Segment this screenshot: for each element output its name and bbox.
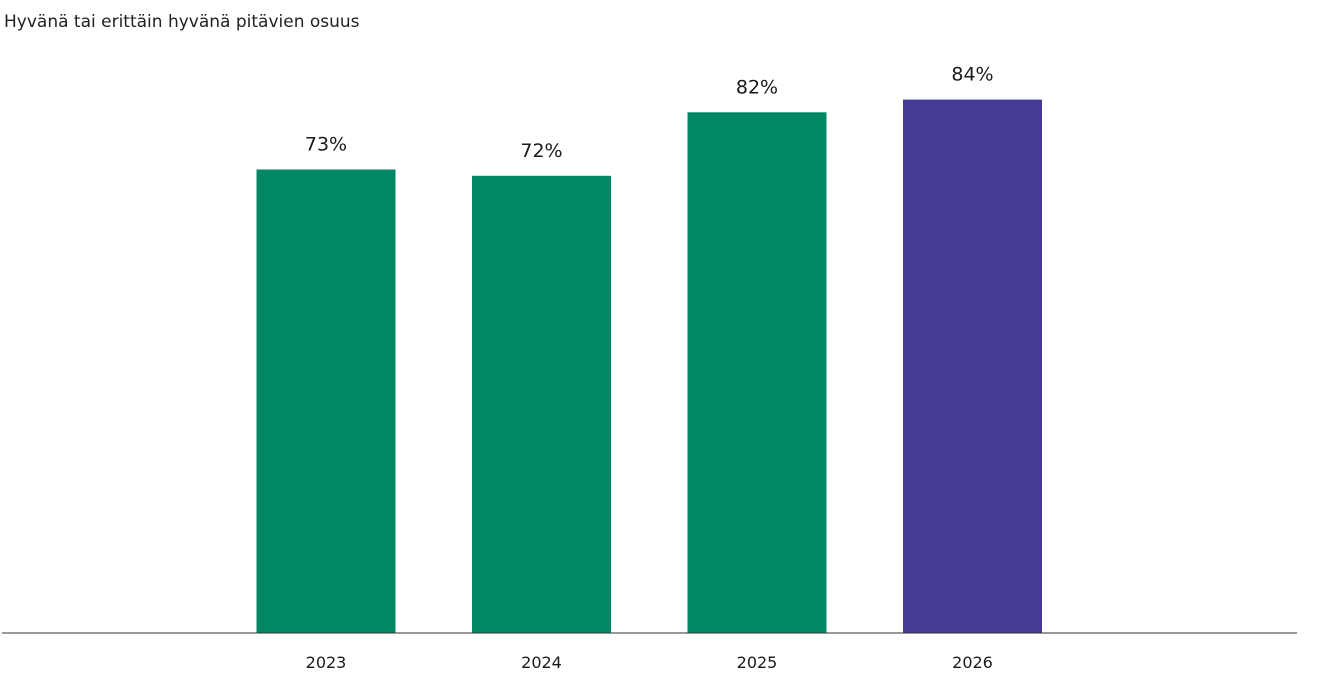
bar-2026 bbox=[903, 99, 1042, 634]
x-tick-label-2026: 2026 bbox=[952, 653, 993, 672]
bar-2025 bbox=[687, 112, 827, 634]
x-tick-labels-group: 2023 2024 2025 2026 bbox=[306, 653, 993, 672]
bars-group bbox=[256, 99, 1042, 634]
x-tick-label-2024: 2024 bbox=[521, 653, 562, 672]
x-tick-label-2023: 2023 bbox=[306, 653, 347, 672]
value-labels-group: 73% 72% 82% 84% bbox=[305, 64, 994, 162]
value-label-2026: 84% bbox=[951, 64, 993, 86]
bar-2024 bbox=[472, 175, 611, 634]
value-label-2023: 73% bbox=[305, 134, 347, 156]
value-label-2025: 82% bbox=[736, 76, 778, 98]
value-label-2024: 72% bbox=[520, 140, 562, 162]
chart-title: Hyvänä tai erittäin hyvänä pitävien osuu… bbox=[4, 12, 360, 32]
x-tick-label-2025: 2025 bbox=[737, 653, 778, 672]
bar-2023 bbox=[256, 169, 396, 633]
